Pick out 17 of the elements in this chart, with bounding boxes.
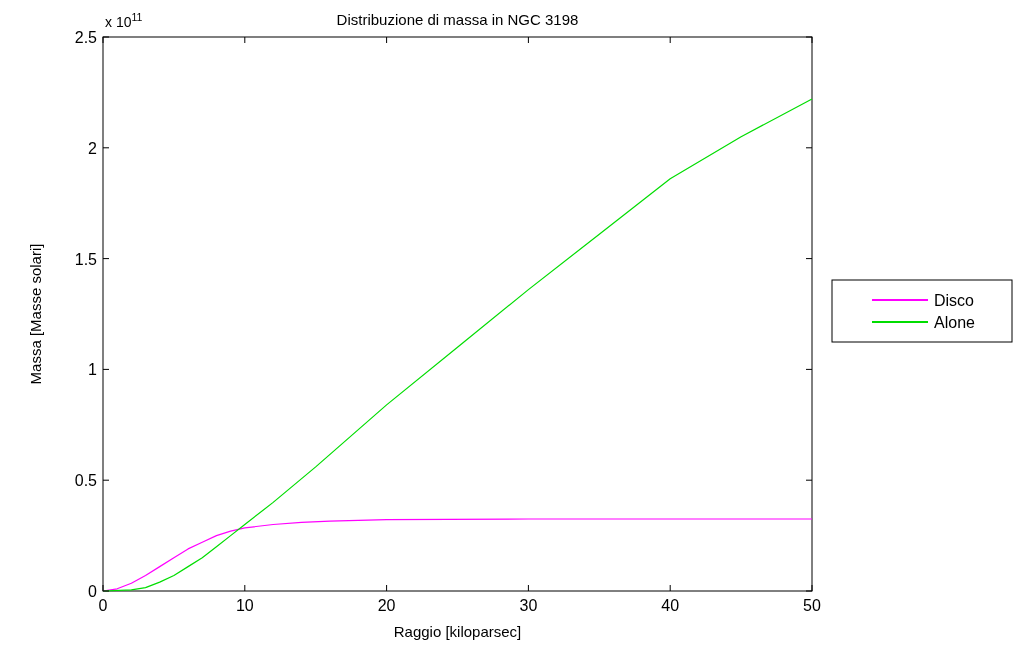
x-tick-label: 20 [377, 597, 396, 614]
x-tick-label: 50 [803, 597, 821, 614]
legend-label: Disco [934, 292, 975, 309]
text: x 10$^{11}$ [105, 11, 143, 30]
x-tick-label: 10 [235, 597, 254, 614]
y-axis-title: Massa [Masse solari] [27, 243, 44, 385]
legend-label: Alone [934, 314, 976, 331]
x-tick-label: 40 [661, 597, 680, 614]
y-tick-label: 2.5 [74, 29, 98, 46]
y-tick-label: 0 [88, 583, 98, 600]
y-tick-label: 0.5 [74, 472, 98, 490]
y-tick-label: 2 [88, 139, 98, 157]
y-tick-label: 1.5 [74, 250, 98, 268]
x-axis-title: Raggio [kiloparsec] [393, 623, 522, 640]
chart-title: Distribuzione di massa in NGC 3198 [336, 11, 579, 28]
y-tick-label: 1 [88, 361, 98, 379]
x-tick-label: 30 [519, 597, 538, 614]
